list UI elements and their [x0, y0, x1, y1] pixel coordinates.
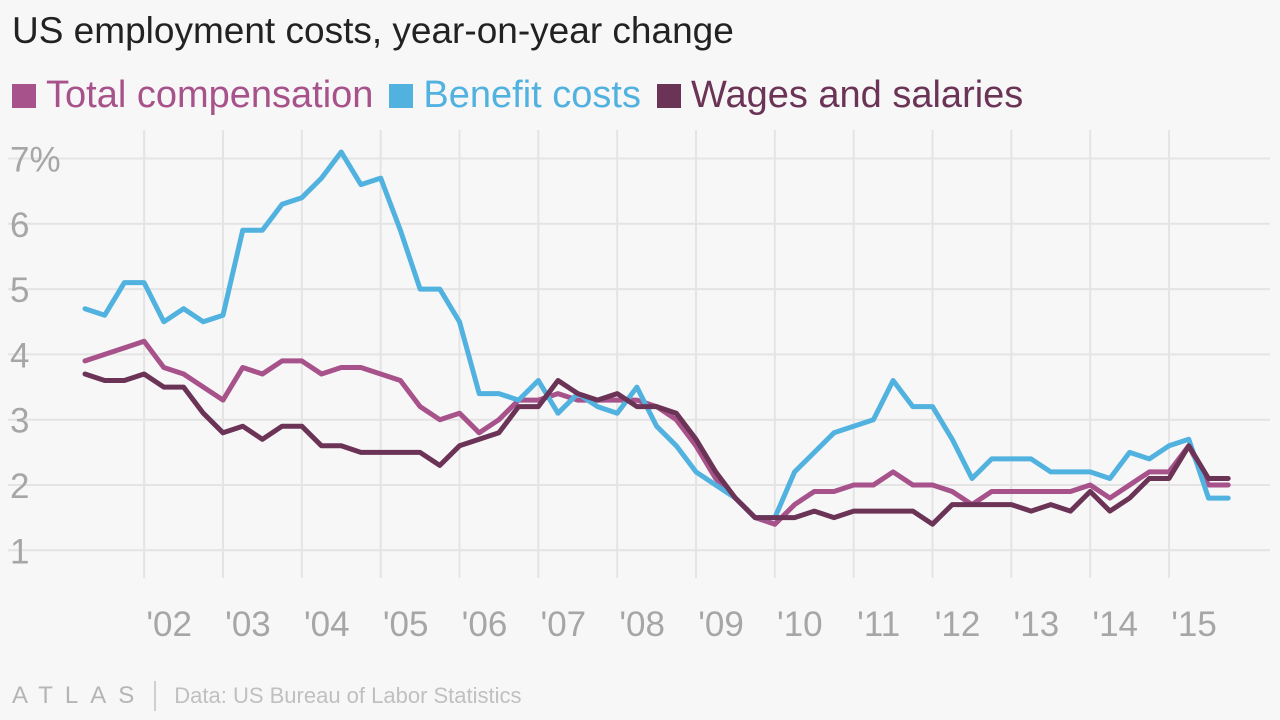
- legend-label-benefit-costs: Benefit costs: [423, 74, 641, 116]
- x-tick-label-15: '15: [1171, 605, 1217, 644]
- y-tick-label-1: 1: [10, 532, 29, 571]
- series-line-wages-and-salaries: [82, 371, 1231, 527]
- legend-label-wages-and-salaries: Wages and salaries: [690, 74, 1024, 116]
- footer: ATLAS Data: US Bureau of Labor Statistic…: [12, 680, 522, 712]
- y-tick-label-3: 3: [10, 402, 29, 441]
- y-tick-label-7: 7%: [10, 141, 61, 180]
- x-tick-label-02: '02: [146, 605, 192, 644]
- x-axis-ticks: '02 '03 '04 '05 '06 '07 '08 '09 '10 '11 '12 '13 '14 '…: [146, 605, 1217, 644]
- atlas-logo: ATLAS: [12, 682, 147, 709]
- series-lines: [82, 149, 1231, 527]
- y-tick-label-4: 4: [10, 336, 29, 375]
- y-tick-label-2: 2: [10, 467, 29, 506]
- chart-title: US employment costs, year-on-year change: [12, 10, 734, 51]
- x-tick-label-04: '04: [304, 605, 350, 644]
- x-tick-label-05: '05: [383, 605, 429, 644]
- x-tick-label-03: '03: [225, 605, 271, 644]
- legend-item-total-compensation: Total compensation: [12, 74, 373, 117]
- x-tick-label-08: '08: [619, 605, 665, 644]
- x-tick-label-06: '06: [462, 605, 508, 644]
- legend-swatch-benefit-costs: [389, 83, 414, 108]
- grid: [8, 130, 1270, 578]
- y-axis-ticks: 7% 6 5 4 3 2 1: [10, 141, 61, 572]
- legend-item-benefit-costs: Benefit costs: [389, 74, 641, 117]
- series-line-benefit-costs: [82, 149, 1231, 521]
- x-tick-label-09: '09: [698, 605, 744, 644]
- y-tick-label-6: 6: [10, 206, 29, 245]
- x-tick-label-14: '14: [1092, 605, 1138, 644]
- legend-item-wages-and-salaries: Wages and salaries: [656, 74, 1024, 117]
- source-note: Data: US Bureau of Labor Statistics: [174, 683, 522, 708]
- x-tick-label-10: '10: [777, 605, 823, 644]
- legend-label-total-compensation: Total compensation: [46, 74, 374, 116]
- legend-swatch-total-compensation: [12, 83, 36, 108]
- x-tick-label-11: '11: [857, 605, 900, 644]
- legend-swatch-wages-and-salaries: [656, 83, 681, 108]
- legend: Total compensation Benefit costs Wages a…: [12, 74, 1039, 117]
- footer-divider: [154, 681, 157, 711]
- x-tick-label-07: '07: [541, 605, 587, 644]
- y-tick-label-5: 5: [10, 271, 29, 310]
- x-tick-label-12: '12: [935, 605, 981, 644]
- x-tick-label-13: '13: [1014, 605, 1060, 644]
